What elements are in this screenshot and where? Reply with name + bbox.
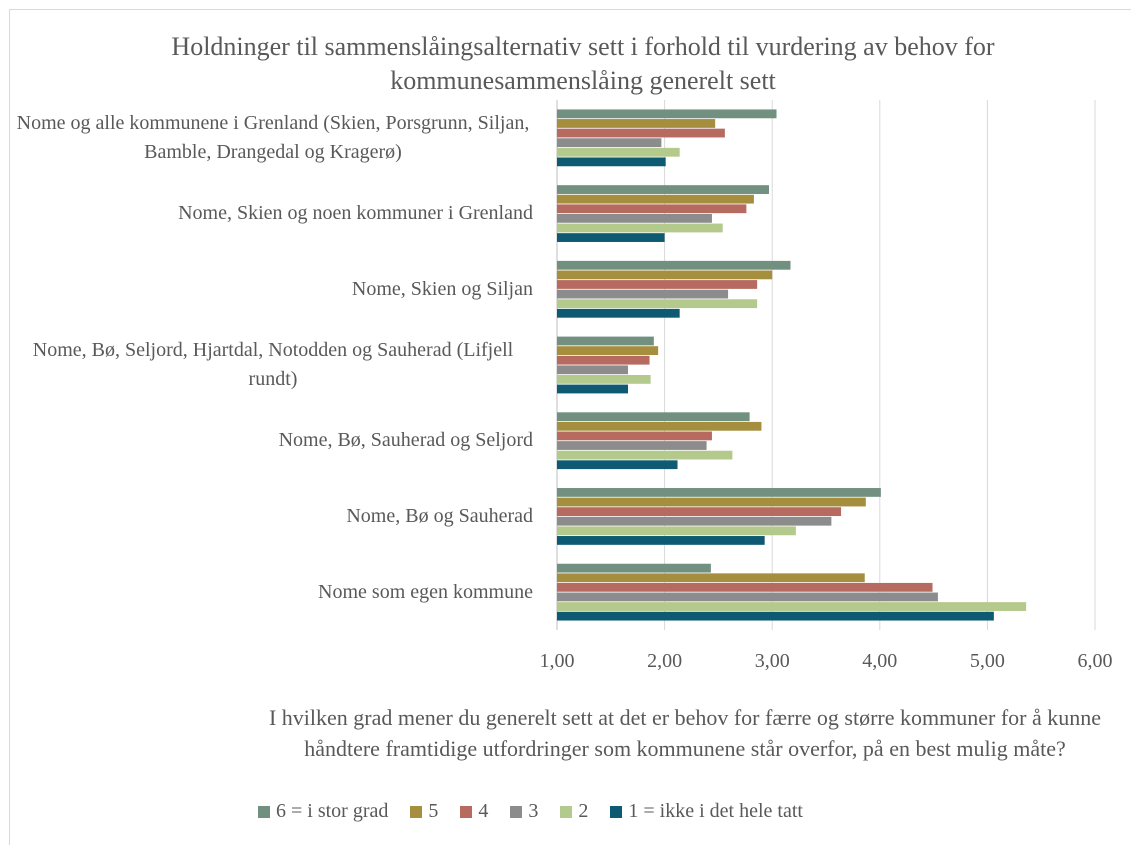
bar xyxy=(557,563,711,573)
bar xyxy=(557,450,733,460)
y-tick-label: Nome, Bø og Sauherad xyxy=(346,504,533,527)
legend-label: 5 xyxy=(428,800,439,822)
bar xyxy=(557,384,629,394)
bar xyxy=(557,204,747,214)
legend-item: 1 = ikke i det hele tatt xyxy=(610,800,803,823)
bar xyxy=(557,223,723,233)
bar xyxy=(557,194,754,204)
bar xyxy=(557,592,938,602)
y-tick-label: Nome, Bø, Sauherad og Seljord xyxy=(278,429,533,452)
bar xyxy=(557,573,865,583)
bar xyxy=(557,233,665,242)
legend-swatch xyxy=(560,805,573,818)
legend: 6 = i stor grad 5 4 3 2 1 = ikke i det hele t… xyxy=(258,800,803,823)
bar xyxy=(557,280,758,289)
bar xyxy=(557,431,712,441)
y-tick-label: Nome, Skien og Siljan xyxy=(351,277,533,300)
bar xyxy=(557,109,777,119)
bar xyxy=(557,138,662,148)
y-tick-label-box: Nome, Skien og Siljan xyxy=(0,275,533,304)
bar xyxy=(557,270,773,280)
x-tick-label: 3,00 xyxy=(754,650,790,672)
y-tick-label-box: Nome og alle kommunene i Grenland (Skien… xyxy=(0,109,533,167)
y-tick-label-box: Nome, Bø, Seljord, Hjartdal, Notodden og… xyxy=(0,336,533,394)
legend-label: 3 xyxy=(528,800,539,822)
legend-label: 1 = ikke i det hele tatt xyxy=(628,800,803,822)
bar xyxy=(557,602,1027,611)
legend-swatch xyxy=(258,805,270,818)
x-tick-label: 6,00 xyxy=(1077,650,1113,672)
y-tick-label: Nome og alle kommunene i Grenland (Skien… xyxy=(16,111,530,163)
bar xyxy=(557,355,650,365)
x-tick-label: 4,00 xyxy=(862,650,898,672)
bar xyxy=(557,441,707,450)
x-axis-title: I hvilken grad mener du generelt sett at… xyxy=(268,705,1102,761)
bar xyxy=(557,157,666,167)
legend-swatch xyxy=(610,805,623,818)
legend-label: 2 xyxy=(578,800,589,822)
y-tick-label-box: Nome som egen kommune xyxy=(0,578,533,607)
legend-swatch xyxy=(460,805,473,818)
legend-item: 6 = i stor grad xyxy=(258,800,388,823)
chart-border xyxy=(9,9,1131,845)
bar xyxy=(557,119,716,128)
y-tick-label: Nome som egen kommune xyxy=(318,580,533,603)
chart-title: Holdninger til sammenslåingsalternativ s… xyxy=(171,32,995,95)
x-tick-label: 5,00 xyxy=(969,650,1005,672)
bar xyxy=(557,497,866,507)
bar xyxy=(557,412,750,422)
bar xyxy=(557,289,729,299)
legend-swatch xyxy=(510,805,523,818)
y-tick-label-box: Nome, Bø og Sauherad xyxy=(0,502,533,531)
bar xyxy=(557,147,680,157)
bar xyxy=(557,346,659,355)
bar xyxy=(557,421,762,431)
bar xyxy=(557,536,765,545)
x-tick-label: 2,00 xyxy=(647,650,683,672)
legend-swatch xyxy=(410,805,423,818)
bar xyxy=(557,185,769,194)
bar xyxy=(557,582,933,592)
y-tick-label-box: Nome, Skien og noen kommuner i Grenland xyxy=(0,199,533,228)
bar xyxy=(557,507,842,517)
x-tick-label: 1,00 xyxy=(539,650,575,672)
bar xyxy=(557,213,712,223)
legend-label: 4 xyxy=(478,800,489,822)
bar xyxy=(557,365,629,375)
bar xyxy=(557,260,791,270)
bar xyxy=(557,375,651,384)
bar xyxy=(557,299,758,309)
legend-label: 6 = i stor grad xyxy=(276,800,389,822)
y-tick-label: Nome, Bø, Seljord, Hjartdal, Notodden og… xyxy=(32,339,514,390)
legend-item: 5 xyxy=(410,800,438,823)
bar xyxy=(557,526,796,536)
y-tick-label: Nome, Skien og noen kommuner i Grenland xyxy=(178,202,533,225)
bar xyxy=(557,460,678,470)
legend-item: 4 xyxy=(460,800,488,823)
bar xyxy=(557,336,654,346)
bar xyxy=(557,308,680,318)
bar xyxy=(557,488,881,497)
bar xyxy=(557,128,725,138)
legend-item: 3 xyxy=(510,800,538,823)
bar xyxy=(557,516,832,526)
y-tick-label-box: Nome, Bø, Sauherad og Seljord xyxy=(0,426,533,455)
bar xyxy=(557,611,994,621)
legend-item: 2 xyxy=(560,800,588,823)
